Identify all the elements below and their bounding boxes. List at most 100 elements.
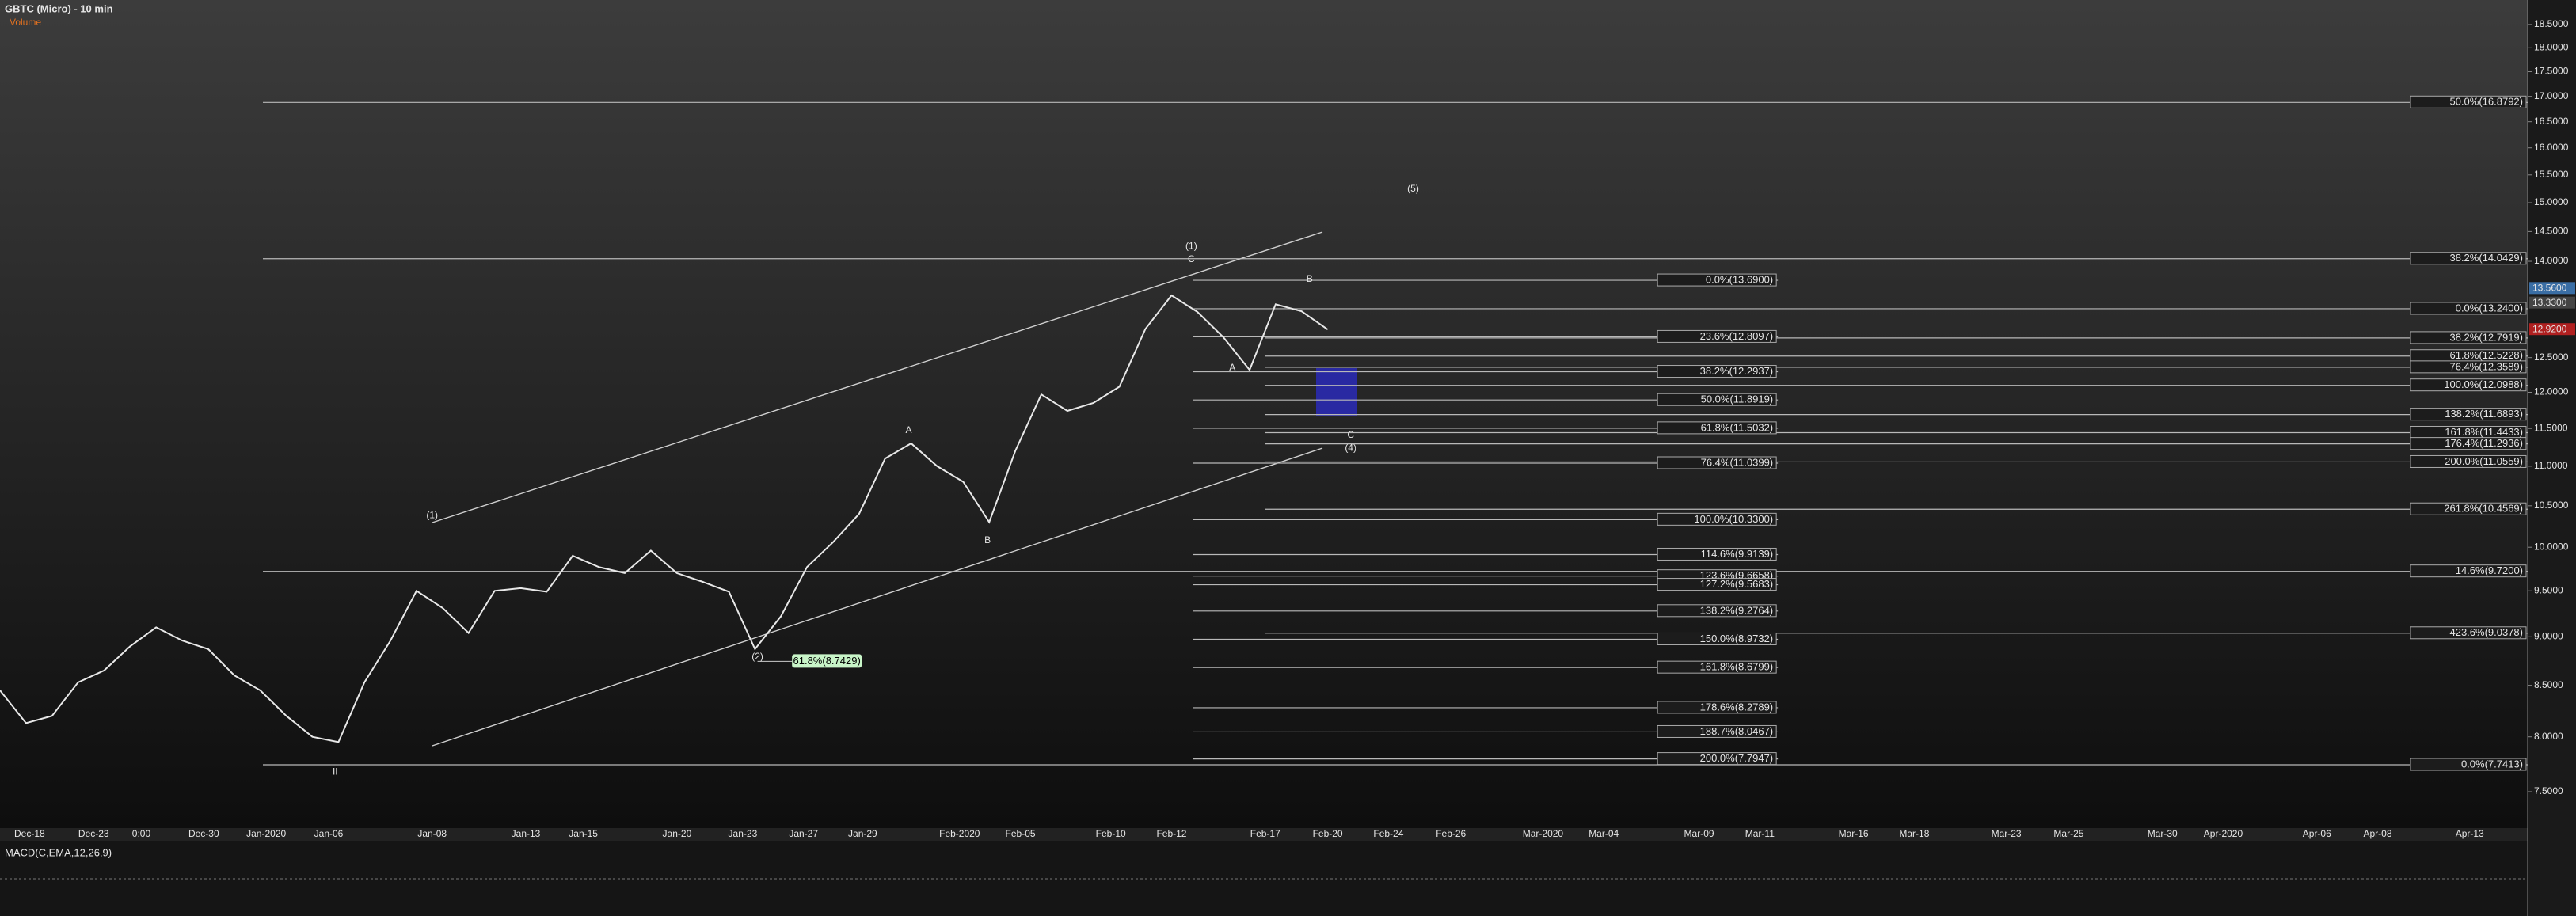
price-label: 13.5600 [2532,282,2567,293]
wave-label: B [984,534,991,545]
fib-label-box [1657,701,1777,714]
fib-label-box [2410,331,2527,344]
channel-upper [432,231,1323,523]
wave-label: A [905,424,911,435]
fib-label-box [2410,502,2527,515]
wave-label: (5) [1407,183,1419,194]
x-tick-label: Feb-24 [1373,828,1403,839]
fib-label: 127.2%(9.5683) [1700,578,1774,590]
y-tick-label: 9.0000 [2534,630,2563,641]
fib-label-box [2410,758,2527,771]
price-label-box [2529,296,2575,309]
x-tick-label: Feb-2020 [939,828,980,839]
price-label-box [2529,282,2575,295]
x-tick-label: Apr-13 [2456,828,2484,839]
fib-label: 100.0%(12.0988) [2444,378,2523,390]
support-label: 61.8%(8.7429) [793,655,861,667]
x-tick-label: Apr-06 [2303,828,2331,839]
x-tick-label: Feb-17 [1250,828,1280,839]
fib-label-box [1657,393,1777,406]
y-tick-label: 12.5000 [2534,352,2569,363]
fib-label: 0.0%(7.7413) [2461,758,2523,770]
fib-label-box [2410,252,2527,265]
x-tick-label: Mar-2020 [1523,828,1564,839]
x-tick-label: Mar-11 [1745,828,1775,839]
y-tick-label: 11.0000 [2534,460,2568,471]
fib-label: 161.8%(11.4433) [2445,426,2523,438]
y-tick-label: 14.0000 [2534,255,2569,266]
x-tick-label: Feb-20 [1313,828,1343,839]
date-axis [0,828,2528,841]
wave-label: (2) [751,651,763,662]
wave-label: (1) [1185,240,1197,251]
x-tick-label: Jan-13 [512,828,541,839]
fib-label: 178.6%(8.2789) [1700,701,1774,713]
y-tick-label: 17.0000 [2534,90,2569,101]
wave-label: C [1188,253,1195,264]
fib-label: 138.2%(11.6893) [2445,408,2523,420]
fib-label: 50.0%(11.8919) [1701,393,1774,405]
fib-label: 14.6%(9.7200) [2456,564,2523,576]
wave-label: C [1347,429,1354,440]
value-axis [2528,0,2576,916]
x-tick-label: Mar-25 [2053,828,2083,839]
x-tick-label: Mar-30 [2148,828,2178,839]
y-tick-label: 18.0000 [2534,41,2569,52]
fib-label-box [1657,421,1777,435]
y-tick-label: 10.5000 [2534,500,2569,511]
support-box [792,654,862,668]
fib-label: 161.8%(8.6799) [1700,661,1774,673]
y-tick-label: 10.0000 [2534,541,2569,552]
price-line [0,294,1329,743]
fib-label: 150.0%(8.9732) [1700,633,1774,644]
x-tick-label: Dec-23 [78,828,109,839]
x-tick-label: Dec-18 [14,828,45,839]
fib-label-box [1657,660,1777,674]
fib-label: 38.2%(14.0429) [2449,252,2523,264]
fib-label-box [1657,329,1777,343]
macd-title: MACD(C,EMA,12,26,9) [5,846,112,858]
y-tick-label: 15.5000 [2534,169,2569,180]
fib-label: 61.8%(11.5032) [1701,421,1774,433]
fib-label: 0.0%(13.2400) [2456,302,2523,314]
fib-label-box [2410,564,2527,578]
y-tick-label: 12.0000 [2534,386,2569,397]
x-tick-label: Mar-23 [1992,828,2022,839]
fib-label: 176.4%(11.2936) [2445,437,2523,449]
x-tick-label: Jan-29 [848,828,877,839]
fib-label-box [1657,512,1777,526]
fib-label-box [2410,454,2527,468]
fib-label-box [2410,626,2527,640]
x-tick-label: Jan-2020 [246,828,286,839]
wave-label: (4) [1345,443,1356,454]
chart-title: GBTC (Micro) - 10 min [5,2,113,14]
fib-label-box [2410,95,2527,108]
x-tick-label: Feb-12 [1156,828,1186,839]
fib-label: 23.6%(12.8097) [1700,330,1774,342]
x-tick-label: Jan-20 [663,828,692,839]
fib-label-box [1657,604,1777,618]
channel-lower [432,447,1323,747]
price-pane [0,0,2528,828]
fib-label-box [1657,752,1777,766]
fib-label: 114.6%(9.9139) [1701,548,1774,560]
fib-label-box [1657,456,1777,469]
fib-label-box [2410,437,2527,450]
fib-label-box [2410,360,2527,374]
fib-label: 423.6%(9.0378) [2449,626,2523,638]
y-tick-label: 14.5000 [2534,226,2569,237]
x-tick-label: Mar-09 [1684,828,1714,839]
y-tick-label: 15.0000 [2534,196,2569,207]
price-label: 12.9200 [2532,323,2567,334]
price-label-box [2529,323,2575,336]
x-tick-label: Feb-10 [1096,828,1126,839]
x-tick-label: 0:00 [132,828,151,839]
fib-label: 261.8%(10.4569) [2444,503,2523,515]
x-tick-label: Jan-23 [729,828,758,839]
x-tick-label: Jan-27 [789,828,818,839]
fib-label: 188.7%(8.0467) [1700,725,1774,737]
y-tick-label: 8.5000 [2534,679,2563,690]
price-label: 13.3300 [2532,297,2567,308]
fib-label: 138.2%(9.2764) [1700,604,1774,616]
